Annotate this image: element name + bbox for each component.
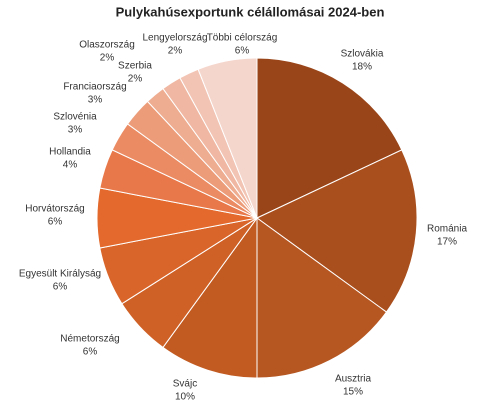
slice-value-label: 15% xyxy=(343,387,363,398)
slice-value-label: 2% xyxy=(168,46,183,57)
slice-value-label: 6% xyxy=(53,282,68,293)
slice-value-label: 3% xyxy=(68,125,83,136)
pie-slice xyxy=(256,217,388,379)
slice-value-label: 10% xyxy=(175,392,195,403)
slice-label: Lengyelország xyxy=(142,33,207,44)
slice-label: Többi célország xyxy=(207,33,278,44)
slice-value-label: 18% xyxy=(352,62,372,73)
slice-value-label: 6% xyxy=(83,347,98,358)
slice-label: Svájc xyxy=(173,379,197,390)
pie-slice xyxy=(256,57,403,219)
slice-label: Hollandia xyxy=(49,147,91,158)
pie-slice xyxy=(256,149,418,313)
slice-label: Egyesült Királyság xyxy=(19,269,101,280)
slice-label: Franciaország xyxy=(63,82,126,93)
slice-value-label: 6% xyxy=(235,46,250,57)
chart-title: Pulykahúsexportunk célállomásai 2024-ben xyxy=(116,4,385,19)
slice-value-label: 3% xyxy=(88,95,103,106)
slice-value-label: 17% xyxy=(437,237,457,248)
slice-value-label: 2% xyxy=(100,53,115,64)
slice-label: Románia xyxy=(427,224,467,235)
slice-value-label: 4% xyxy=(63,160,78,171)
slice-label: Szerbia xyxy=(118,61,152,72)
slice-value-label: 6% xyxy=(48,217,63,228)
pie-slice xyxy=(162,216,258,379)
slice-label: Németország xyxy=(60,334,119,345)
slice-label: Szlovénia xyxy=(53,112,97,123)
slice-label: Horvátország xyxy=(25,204,84,215)
pie-slice xyxy=(197,57,258,219)
slice-label: Szlovákia xyxy=(341,49,384,60)
slice-label: Ausztria xyxy=(335,374,372,385)
slice-value-label: 2% xyxy=(128,74,143,85)
slice-label: Olaszország xyxy=(79,40,135,51)
